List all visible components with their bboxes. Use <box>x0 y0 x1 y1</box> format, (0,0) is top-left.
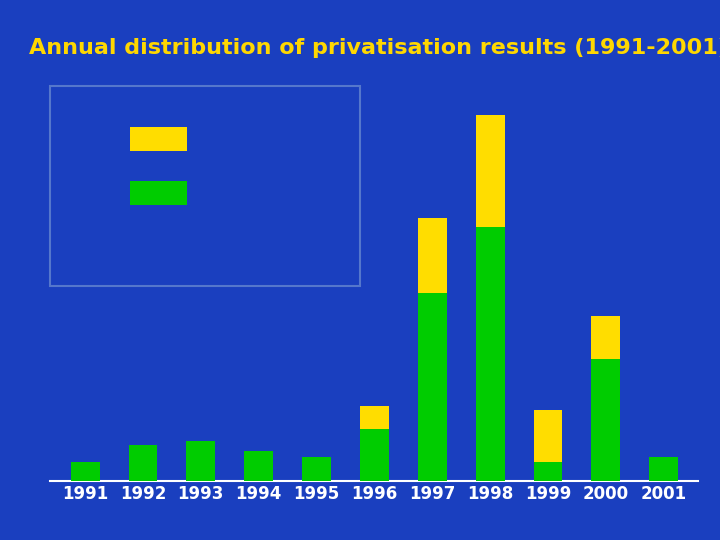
Bar <box>476 227 505 481</box>
Bar <box>591 316 621 359</box>
Bar <box>302 457 331 481</box>
Bar <box>476 114 505 227</box>
Bar <box>244 450 273 481</box>
Bar <box>186 441 215 481</box>
Bar <box>418 218 446 293</box>
Bar <box>534 462 562 481</box>
Bar <box>128 445 158 481</box>
Bar <box>534 410 562 462</box>
Bar <box>649 457 678 481</box>
Bar <box>360 406 389 429</box>
Text: Annual distribution of privatisation results (1991-2001): Annual distribution of privatisation res… <box>29 38 720 58</box>
Bar <box>360 429 389 481</box>
Bar <box>418 293 446 481</box>
Bar <box>591 359 621 481</box>
Bar <box>71 462 99 481</box>
